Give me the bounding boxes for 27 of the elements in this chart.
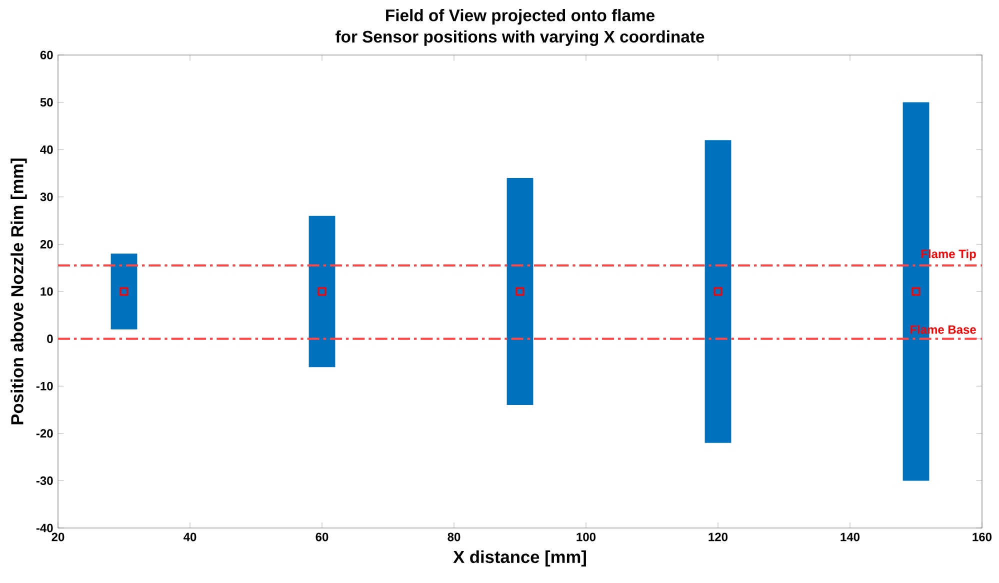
x-tick-label: 120	[708, 532, 728, 542]
y-tick-label: -40	[36, 524, 53, 532]
y-tick-label: -10	[36, 382, 53, 390]
y-tick-label: 40	[40, 145, 53, 154]
bar	[308, 216, 336, 368]
x-tick-label: 40	[184, 532, 196, 542]
y-tick-label: 0	[47, 334, 53, 344]
x-tick-label: 20	[52, 532, 64, 542]
y-axis-title: Position above Nozzle Rim [mm]	[10, 158, 27, 424]
y-tick-label: -30	[36, 476, 53, 485]
chart-subtitle: for Sensor positions with varying X coordinate	[336, 30, 704, 46]
bar	[110, 254, 138, 330]
y-tick-label: 10	[40, 287, 53, 296]
y-tick-label: 20	[40, 240, 53, 248]
x-tick-label: 60	[316, 532, 328, 542]
x-tick-label: 160	[972, 532, 992, 542]
y-tick-label: 30	[40, 192, 53, 202]
chart-title: Field of View projected onto flame	[386, 9, 655, 25]
x-tick-label: 140	[840, 532, 860, 542]
y-tick-label: 60	[40, 50, 53, 60]
x-tick-label: 80	[448, 532, 460, 542]
y-tick-label: 50	[40, 98, 53, 107]
x-axis-title: X distance [mm]	[453, 550, 586, 567]
y-tick-label: -20	[36, 429, 53, 438]
bar	[704, 140, 732, 443]
x-tick-label: 100	[576, 532, 596, 542]
bar	[506, 178, 534, 406]
